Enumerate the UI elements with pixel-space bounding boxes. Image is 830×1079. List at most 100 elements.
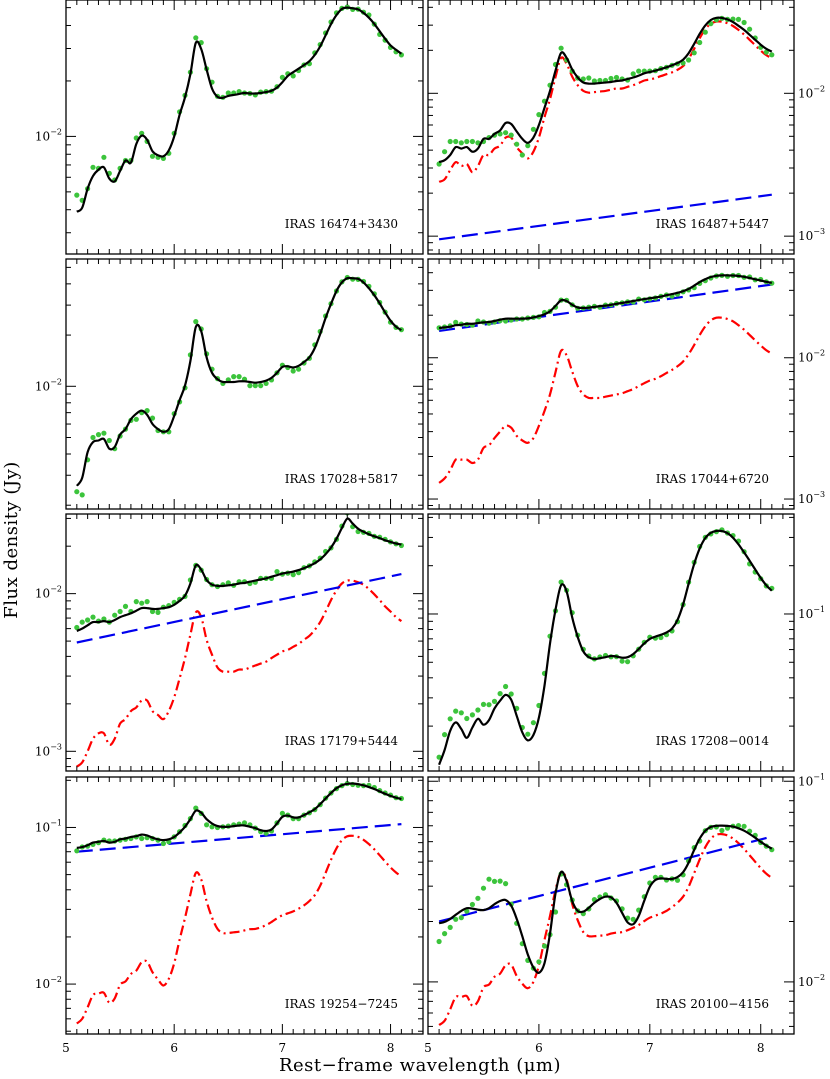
observed-point xyxy=(613,74,620,81)
observed-point xyxy=(442,732,448,738)
observed-point xyxy=(149,153,156,159)
observed-point xyxy=(160,840,166,847)
panel-6: 10−1 IRAS 17208−0014 xyxy=(427,513,825,772)
observed-point xyxy=(193,35,199,41)
observed-point xyxy=(480,701,487,708)
model-line xyxy=(76,782,402,849)
panel-label: IRAS 16487+5447 xyxy=(656,217,769,231)
observed-point xyxy=(475,895,481,901)
observed-series xyxy=(74,4,404,203)
observed-point xyxy=(458,710,464,716)
observed-point xyxy=(231,374,237,380)
observed-point xyxy=(447,924,453,931)
observed-point xyxy=(447,716,453,722)
panel-frame xyxy=(65,776,424,1035)
observed-point xyxy=(503,130,509,136)
observed-point xyxy=(458,915,464,921)
panel-8: 5 6 7 8 10−2 10−1 IRAS 20100−4156 xyxy=(424,772,825,1055)
observed-series xyxy=(74,274,404,498)
panel-5: 10−3 10−2 IRAS 17179+5444 xyxy=(35,513,424,772)
observed-point xyxy=(90,434,96,441)
continuum-line xyxy=(76,573,402,644)
panel-label: IRAS 16474+3430 xyxy=(285,217,398,231)
y-tick-label: 10−1 xyxy=(798,605,825,621)
observed-point xyxy=(475,707,481,713)
x-tick-label: 6 xyxy=(170,1041,178,1055)
pah-line xyxy=(76,834,403,1025)
x-tick-label: 7 xyxy=(279,1041,287,1055)
observed-point xyxy=(475,140,481,146)
observed-point xyxy=(741,823,747,829)
observed-point xyxy=(79,619,85,625)
observed-point xyxy=(290,368,296,374)
observed-point xyxy=(702,29,708,35)
observed-point xyxy=(763,49,769,55)
observed-point xyxy=(274,569,280,575)
panel-frame xyxy=(427,0,795,255)
panel-7: 5 6 7 8 10−2 10−1 IRAS 19254−7245 xyxy=(35,776,424,1055)
observed-point xyxy=(503,683,509,690)
observed-point xyxy=(144,599,150,605)
pah-line xyxy=(438,832,773,1026)
panel-label: IRAS 17028+5817 xyxy=(285,472,398,486)
continuum-line xyxy=(438,193,772,241)
pah-line xyxy=(76,579,403,768)
observed-point xyxy=(149,608,156,615)
model-line xyxy=(76,6,403,213)
observed-point xyxy=(74,848,80,854)
observed-point xyxy=(530,720,537,726)
y-tick-label: 10−2 xyxy=(35,377,62,393)
model-line xyxy=(438,274,772,330)
panel-label: IRAS 17179+5444 xyxy=(285,734,399,748)
observed-point xyxy=(686,57,692,63)
y-tick-label: 10−3 xyxy=(35,742,62,758)
observed-point xyxy=(464,715,470,722)
observed-point xyxy=(469,901,475,908)
y-tick-label: 10−3 xyxy=(798,227,825,243)
observed-point xyxy=(674,877,681,883)
observed-point xyxy=(503,881,509,887)
observed-point xyxy=(436,938,442,945)
observed-point xyxy=(541,943,548,949)
observed-point xyxy=(101,430,107,436)
observed-point xyxy=(204,822,210,828)
x-tick-label: 7 xyxy=(646,1041,654,1055)
observed-point xyxy=(586,75,592,81)
model-line xyxy=(438,824,773,974)
observed-point xyxy=(735,16,742,22)
observed-point xyxy=(112,612,118,618)
y-tick-label: 10−3 xyxy=(798,490,825,506)
observed-point xyxy=(491,698,498,705)
observed-point xyxy=(252,383,258,389)
observed-point xyxy=(133,416,139,422)
observed-point xyxy=(122,603,129,610)
observed-point xyxy=(625,659,631,665)
observed-point xyxy=(279,74,285,80)
plot-area xyxy=(436,272,775,484)
observed-point xyxy=(139,835,145,842)
panel-frame xyxy=(65,258,424,510)
observed-point xyxy=(636,68,642,74)
observed-point xyxy=(453,916,459,922)
model-line xyxy=(76,517,402,632)
observed-point xyxy=(619,658,625,664)
panel-frame xyxy=(427,776,795,1035)
plot-area xyxy=(436,823,775,1026)
x-tick-label: 8 xyxy=(387,1041,395,1055)
observed-point xyxy=(508,132,514,138)
observed-point xyxy=(193,319,199,325)
panel-label: IRAS 17044+6720 xyxy=(656,472,769,486)
y-tick-label: 10−2 xyxy=(798,84,825,100)
y-tick-label: 10−2 xyxy=(35,975,62,991)
panel-4: 10−3 10−2 IRAS 17044+6720 xyxy=(427,258,825,510)
observed-series xyxy=(74,780,404,854)
y-tick-label: 10−2 xyxy=(798,349,825,365)
plot-area xyxy=(74,514,404,768)
observed-point xyxy=(519,152,525,158)
x-tick-label: 8 xyxy=(757,1041,765,1055)
observed-point xyxy=(453,138,459,145)
observed-point xyxy=(453,708,459,714)
observed-point xyxy=(74,624,80,631)
observed-point xyxy=(290,572,296,578)
panel-frame xyxy=(65,0,424,255)
